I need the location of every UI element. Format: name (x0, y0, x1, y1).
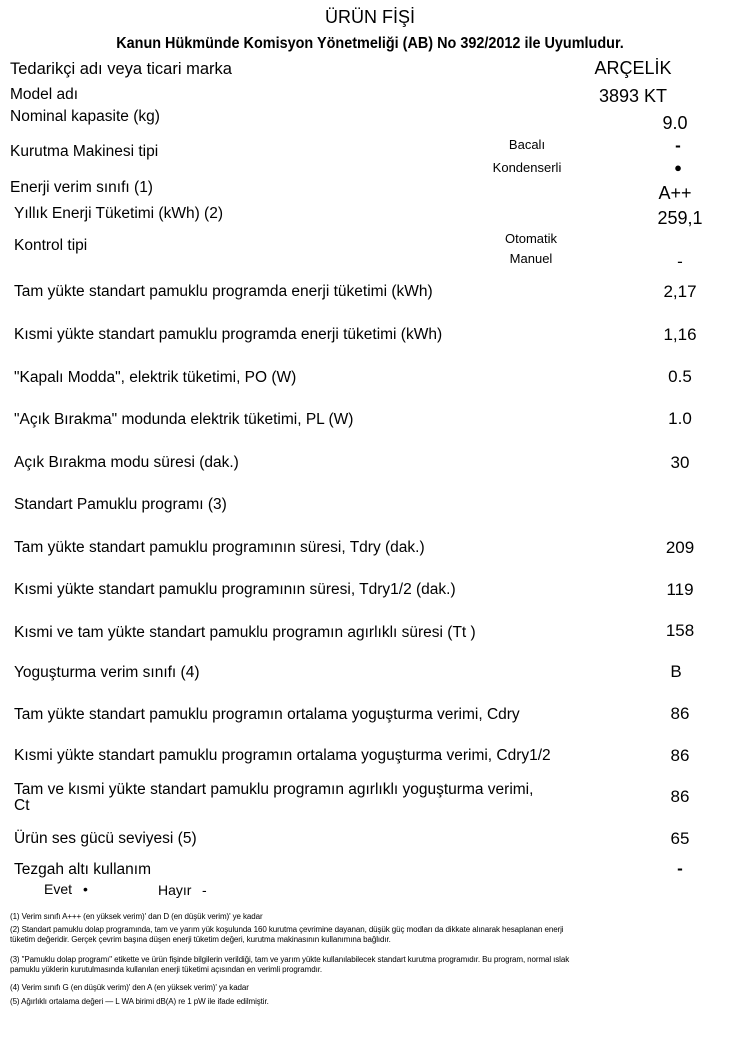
off-mode-value: 0.5 (668, 367, 692, 386)
left-on-label: "Açık Bırakma" modunda elektrik tüketimi… (14, 411, 354, 428)
left-on-duration-label: Açık Bırakma modu süresi (dak.) (14, 454, 239, 471)
built-in-yes-value: • (83, 881, 88, 897)
weighted-duration-value: 158 (665, 621, 695, 640)
full-energy-value: 2,17 (663, 282, 697, 301)
footnote-3: (3) "Pamuklu dolap programı" etikette ve… (10, 955, 570, 974)
condensation-class-label: Yoguşturma verim sınıfı (4) (14, 664, 200, 681)
footnote-4: (4) Verim sınıfı G (en düşük verim)' den… (10, 983, 249, 992)
dryer-type-option-condenser: Kondenserli (492, 160, 562, 175)
capacity-value: 9.0 (662, 113, 688, 133)
partial-duration-value: 119 (666, 580, 694, 599)
built-in-no-value: - (202, 882, 207, 898)
condensation-class-value: B (670, 662, 682, 681)
page-title: ÜRÜN FİŞİ (325, 7, 415, 27)
built-in-yes-label: Evet (44, 881, 73, 897)
footnote-5: (5) Ağırlıklı ortalama değeri — L WA bir… (10, 997, 269, 1006)
control-type-manual-value: - (677, 252, 683, 271)
partial-energy-label: Kısmi yükte standart pamuklu programda e… (14, 326, 443, 343)
energy-class-value: A++ (658, 183, 692, 203)
footnote-2: (2) Standart pamuklu dolap programında, … (10, 925, 564, 944)
cdry-label: Tam yükte standart pamuklu programın ort… (14, 706, 520, 723)
full-energy-label: Tam yükte standart pamuklu programda ene… (14, 283, 433, 300)
off-mode-label: "Kapalı Modda", elektrik tüketimi, PO (W… (14, 369, 297, 386)
annual-energy-label: Yıllık Enerji Tüketimi (kWh) (2) (14, 205, 223, 222)
left-on-duration-value: 30 (670, 453, 690, 472)
control-type-option-auto: Otomatik (504, 231, 558, 246)
annual-energy-value: 259,1 (657, 208, 703, 228)
built-in-value: - (677, 859, 683, 878)
energy-class-label: Enerji verim sınıfı (1) (10, 179, 153, 196)
sound-value: 65 (670, 829, 690, 848)
full-duration-value: 209 (665, 538, 695, 557)
cdry-half-value: 86 (670, 746, 690, 765)
cdry-value: 86 (670, 704, 690, 723)
dryer-type-condenser-value: ● (674, 160, 682, 175)
ct-label-line1: Tam ve kısmi yükte standart pamuklu prog… (14, 781, 534, 798)
sound-label: Ürün ses gücü seviyesi (5) (14, 830, 197, 847)
footnote-1: (1) Verim sınıfı A+++ (en yüksek verim)'… (10, 912, 263, 921)
supplier-label: Tedarikçi adı veya ticari marka (10, 60, 232, 78)
dryer-type-option-vented: Bacalı (508, 137, 546, 152)
ct-label-line2: Ct (14, 797, 30, 814)
weighted-duration-label: Kısmi ve tam yükte standart pamuklu prog… (14, 624, 476, 641)
control-type-label: Kontrol tipi (14, 237, 88, 254)
supplier-value: ARÇELİK (594, 58, 672, 78)
capacity-label: Nominal kapasite (kg) (10, 108, 160, 125)
partial-duration-label: Kısmi yükte standart pamuklu programının… (14, 581, 456, 598)
cdry-half-label: Kısmi yükte standart pamuklu programın o… (14, 747, 551, 764)
control-type-option-manual: Manuel (509, 251, 553, 266)
model-label: Model adı (10, 86, 79, 103)
standard-program-label: Standart Pamuklu programı (3) (14, 496, 227, 513)
page-subtitle: Kanun Hükmünde Komisyon Yönetmeliği (AB)… (116, 35, 624, 52)
left-on-value: 1.0 (668, 409, 692, 428)
built-in-label: Tezgah altı kullanım (14, 861, 151, 878)
dryer-type-label: Kurutma Makinesi tipi (10, 143, 159, 160)
built-in-no-label: Hayır (158, 882, 192, 898)
model-value: 3893 KT (598, 86, 668, 106)
ct-value: 86 (670, 787, 690, 806)
dryer-type-vented-value: - (675, 136, 681, 155)
partial-energy-value: 1,16 (663, 325, 697, 344)
full-duration-label: Tam yükte standart pamuklu programının s… (14, 539, 425, 556)
